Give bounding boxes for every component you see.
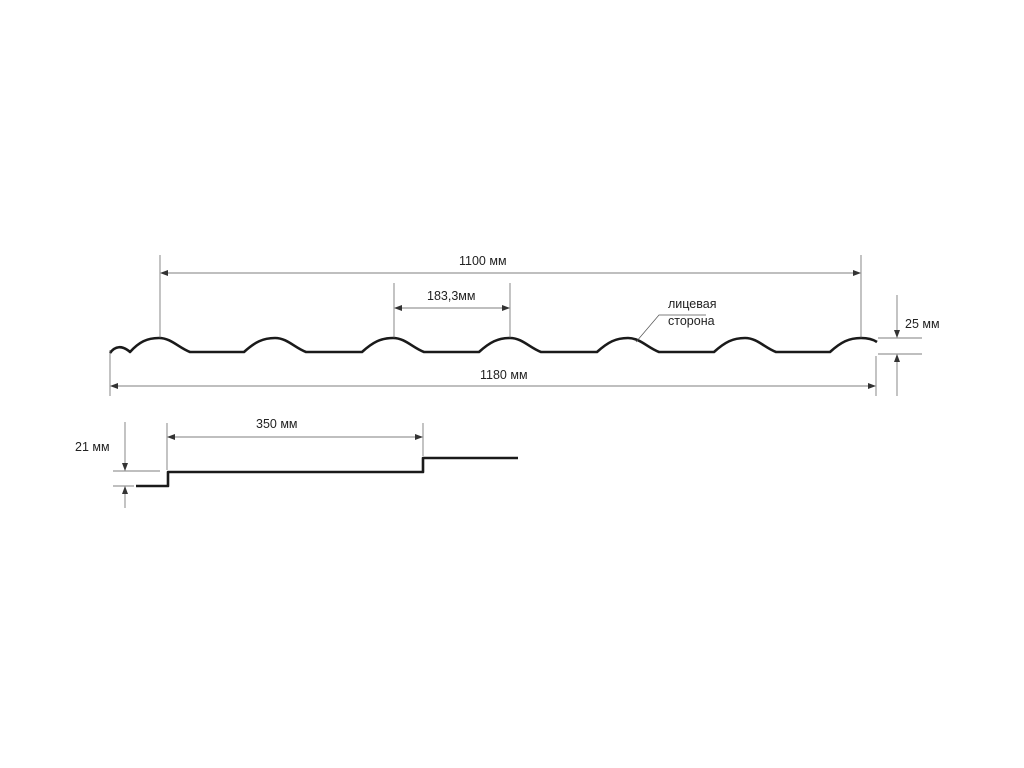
dimension-1180: 1180 мм (109, 350, 877, 396)
longitudinal-profile (136, 456, 518, 488)
label-1100: 1100 мм (459, 254, 507, 268)
dimension-step-height: 21 мм (75, 422, 160, 508)
transverse-profile (108, 336, 878, 354)
label-25: 25 мм (905, 317, 940, 331)
dimension-1100: 1100 мм (159, 254, 862, 338)
label-face-side-2: сторона (668, 314, 715, 328)
dimension-350: 350 мм (166, 417, 424, 470)
label-1180: 1180 мм (480, 368, 528, 382)
face-side-callout: лицевая сторона (635, 297, 716, 343)
label-face-side-1: лицевая (668, 297, 716, 311)
label-pitch: 183,3мм (427, 289, 475, 303)
label-350: 350 мм (256, 417, 298, 431)
label-21: 21 мм (75, 440, 110, 454)
dimension-wave-height: 25 мм (878, 295, 940, 396)
dimension-pitch: 183,3мм (393, 283, 511, 338)
